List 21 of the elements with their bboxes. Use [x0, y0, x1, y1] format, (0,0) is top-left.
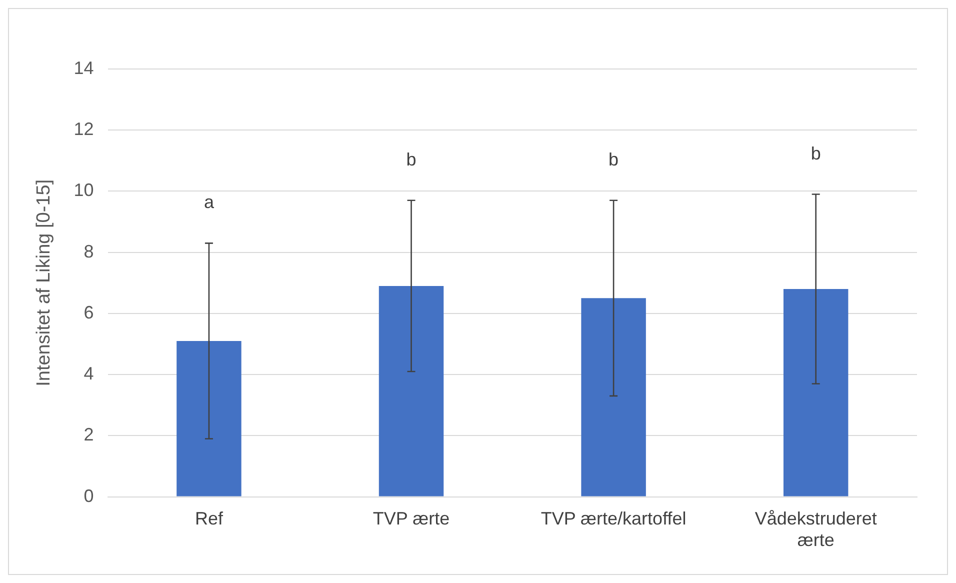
x-tick-label: TVP ærte/kartoffel: [540, 508, 686, 529]
y-tick-label: 0: [84, 486, 94, 506]
x-tick-label: Ref: [194, 508, 224, 529]
y-tick-label: 2: [84, 424, 94, 445]
y-tick-label: 6: [84, 302, 94, 322]
x-tick-label: Vådekstruderet ærte: [754, 508, 877, 550]
y-tick-label: 10: [74, 180, 94, 200]
annotation: b: [608, 149, 619, 170]
y-axis-title: Intensitet af Liking [0-15]: [34, 179, 55, 386]
annotation: b: [810, 143, 821, 164]
annotation: b: [406, 149, 416, 170]
y-tick-label: 4: [84, 364, 94, 384]
annotation: a: [204, 192, 215, 212]
bar: [378, 286, 444, 496]
bar: [176, 340, 242, 496]
y-tick-label: 8: [84, 241, 94, 262]
bar: [581, 298, 646, 496]
y-tick-label: 14: [74, 58, 94, 78]
bar: [783, 289, 848, 496]
x-tick-label: TVP ærte: [372, 508, 450, 529]
y-tick-label: 12: [74, 119, 94, 140]
